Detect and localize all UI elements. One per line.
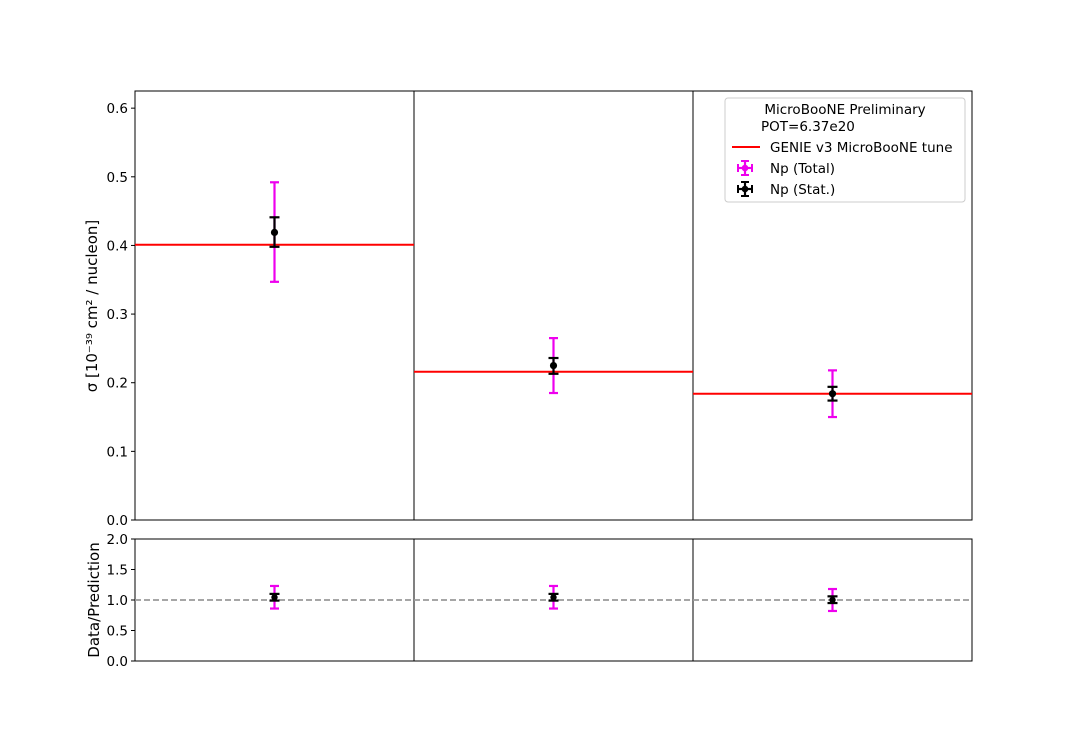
- main-data-point-1: [549, 361, 558, 370]
- ratio-data-point-1: [550, 594, 557, 601]
- main-data-point-2: [828, 390, 837, 398]
- legend-swatch-total-marker: [741, 164, 749, 172]
- ratio-y-tick-label-0: 0.0: [107, 654, 128, 670]
- ratio-data-point-0: [271, 594, 278, 601]
- legend-swatch-stat-marker: [741, 185, 749, 193]
- legend-label-0: GENIE v3 MicroBooNE tune: [770, 140, 953, 156]
- legend-header-line1: MicroBooNE Preliminary: [764, 102, 925, 118]
- ratio-y-axis-label: Data/Prediction: [85, 542, 103, 657]
- main-panel: 0.0 0.1 0.2 0.3 0.4 0.5 0.6: [107, 90, 973, 529]
- main-y-tick-label-1: 0.1: [107, 444, 128, 460]
- main-y-tick-label-6: 0.6: [107, 101, 128, 117]
- ratio-y-tick-label-3: 1.5: [107, 563, 128, 579]
- legend-frame: [724, 97, 966, 203]
- ratio-y-tick-label-1: 0.5: [107, 624, 128, 640]
- main-y-axis-label: σ [10⁻³⁹ cm² / nucleon]: [83, 220, 101, 393]
- ratio-y-tick-label-2: 1.0: [107, 593, 128, 609]
- legend-label-2: Np (Stat.): [770, 182, 835, 198]
- ratio-panel: 0.0 0.5 1.0 1.5 2.0: [107, 532, 973, 670]
- main-y-tick-label-5: 0.5: [107, 170, 128, 186]
- main-y-tick-label-2: 0.2: [107, 376, 128, 392]
- main-y-tick-label-4: 0.4: [107, 238, 128, 254]
- legend-label-1: Np (Total): [770, 161, 835, 177]
- main-axes-frame: [134, 90, 973, 521]
- ratio-y-tick-label-4: 2.0: [107, 532, 128, 548]
- main-y-tick-label-3: 0.3: [107, 307, 128, 323]
- legend-header-line2: POT=6.37e20: [761, 119, 855, 135]
- main-y-tick-label-0: 0.0: [107, 513, 128, 529]
- ratio-data-point-2: [829, 596, 836, 604]
- main-data-point-0: [270, 228, 279, 236]
